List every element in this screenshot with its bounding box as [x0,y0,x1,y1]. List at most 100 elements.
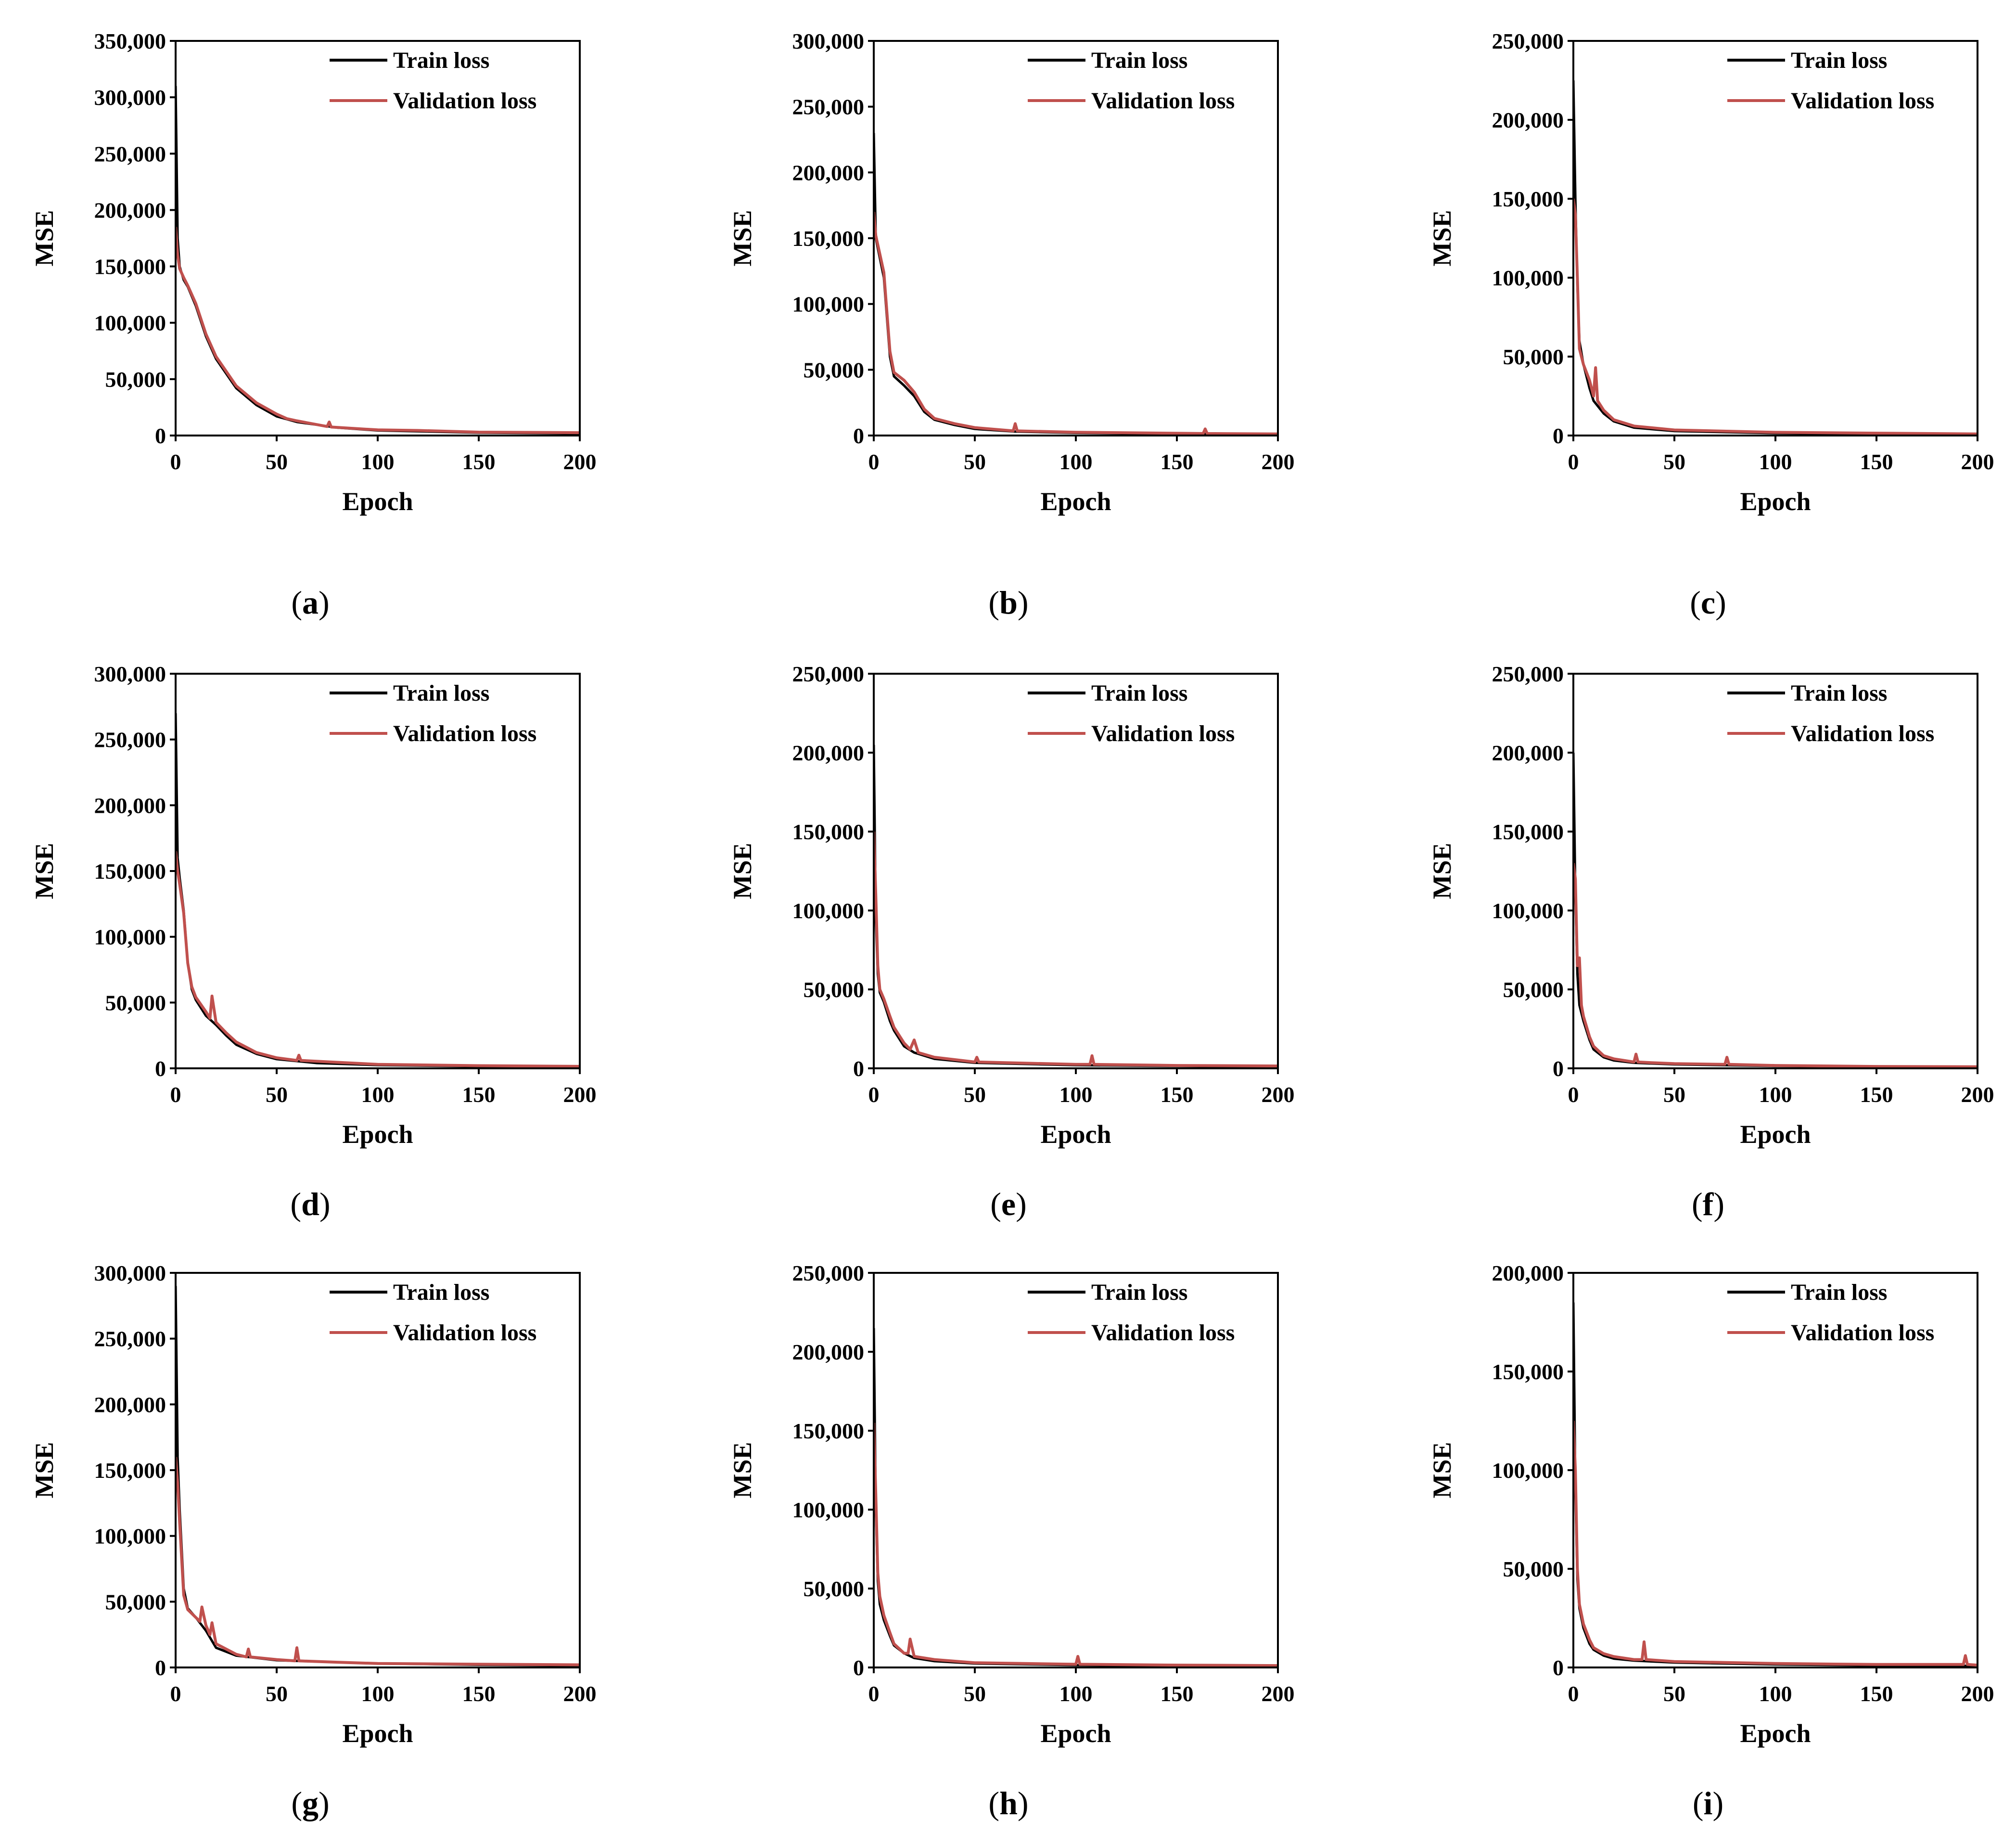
y-tick-label: 300,000 [94,85,166,110]
y-tick-label: 50,000 [804,1577,865,1601]
chart-panel-a: 0 50,000 100,000 150,000 200,000 250,000 300,0… [30,29,597,621]
train-loss-line [1573,80,1978,436]
series-group [874,1328,1278,1667]
validation-loss-line [1573,1421,1978,1667]
x-tick-label: 0 [170,1681,181,1706]
y-tick-label: 250,000 [94,1327,166,1351]
y-tick-label: 100,000 [94,311,166,335]
panel-caption-letter: c [1701,584,1715,621]
panel-caption: (e) [990,1186,1027,1222]
y-tick-label: 100,000 [1492,1458,1564,1483]
x-tick-label: 100 [361,1681,395,1706]
chart-panel-h: 0 50,000 100,000 150,000 200,000 250,000 0 50 10… [728,1261,1295,1821]
y-tick-label: 250,000 [94,141,166,166]
y-tick-label: 50,000 [105,1590,166,1614]
y-tick-label: 50,000 [1503,1557,1564,1581]
y-tick-label: 200,000 [792,741,865,765]
y-tick-label: 50,000 [105,990,166,1015]
train-loss-line [1573,752,1978,1068]
panel-caption: (a) [291,584,329,621]
train-loss-line [874,744,1278,1068]
y-tick-label: 50,000 [804,977,865,1002]
series-group [176,86,580,435]
panel-caption-letter: b [999,584,1018,621]
legend-validation-label: Validation loss [1791,88,1934,114]
y-tick-label: 50,000 [1503,977,1564,1002]
y-tick-label: 0 [853,1655,864,1680]
x-tick-label: 100 [1759,1082,1792,1107]
y-axis-label: MSE [30,843,59,899]
legend: Train loss Validation loss [1028,1280,1235,1346]
x-tick-label: 50 [266,1082,288,1107]
y-tick-label: 150,000 [94,255,166,279]
x-tick-label: 200 [1961,1082,1994,1107]
panel-caption-letter: g [302,1785,319,1821]
legend-validation-label: Validation loss [393,88,536,114]
legend-validation-label: Validation loss [1091,88,1235,114]
legend-validation-label: Validation loss [1791,721,1934,746]
legend-train-label: Train loss [1791,48,1887,73]
x-tick-label: 150 [1161,1681,1194,1706]
validation-loss-line [176,1457,580,1667]
x-axis-label: Epoch [1040,487,1111,516]
y-axis-label: MSE [728,1442,757,1498]
panel-caption-letter: f [1703,1186,1714,1222]
x-tick-label: 100 [1759,1681,1792,1706]
y-tick-label: 50,000 [1503,345,1564,369]
train-loss-line [1573,1302,1978,1667]
x-tick-label: 50 [964,449,986,474]
validation-loss-line [1573,863,1978,1068]
x-axis-label: Epoch [1040,1719,1111,1748]
y-axis-label: MSE [30,210,59,266]
y-tick-label: 350,000 [94,29,166,53]
x-tick-label: 150 [462,1082,496,1107]
y-tick-label: 0 [853,1056,864,1081]
x-tick-label: 100 [1059,1681,1093,1706]
legend: Train loss Validation loss [1727,1280,1934,1346]
legend-validation-label: Validation loss [1791,1320,1934,1346]
x-tick-label: 50 [964,1681,986,1706]
y-tick-label: 300,000 [94,662,166,686]
chart-panel-c: 0 50,000 100,000 150,000 200,000 250,000 0 50 10… [1428,29,1994,621]
validation-loss-line [176,227,580,435]
legend: Train loss Validation loss [330,1280,536,1346]
x-tick-label: 200 [563,1681,597,1706]
x-tick-label: 0 [868,1681,880,1706]
x-tick-label: 200 [1262,1681,1295,1706]
y-tick-label: 200,000 [792,1340,865,1364]
x-tick-label: 50 [1663,1082,1685,1107]
y-tick-label: 250,000 [792,1261,865,1285]
y-axis-label: MSE [1428,1442,1456,1498]
panel-caption: (i) [1693,1785,1723,1821]
x-tick-label: 50 [266,449,288,474]
y-tick-label: 150,000 [792,1419,865,1443]
series-group [1573,1302,1978,1667]
y-tick-label: 100,000 [1492,898,1564,923]
y-tick-label: 100,000 [792,898,865,923]
legend: Train loss Validation loss [1727,48,1934,114]
y-tick-label: 0 [155,423,166,448]
legend-validation-label: Validation loss [393,721,536,746]
y-tick-label: 0 [155,1655,166,1680]
y-tick-label: 250,000 [1492,29,1564,53]
chart-panel-d: 0 50,000 100,000 150,000 200,000 250,000 300,0… [30,662,597,1222]
x-tick-label: 150 [1860,1681,1893,1706]
y-tick-label: 250,000 [792,662,865,686]
y-tick-label: 150,000 [792,820,865,844]
legend-train-label: Train loss [1091,680,1187,706]
x-tick-label: 150 [1860,1082,1893,1107]
y-tick-label: 100,000 [94,925,166,949]
x-tick-label: 150 [462,449,496,474]
x-tick-label: 200 [563,449,597,474]
chart-panel-i: 0 50,000 100,000 150,000 200,000 0 50 100 150 200… [1428,1261,1994,1821]
chart-panel-f: 0 50,000 100,000 150,000 200,000 250,000 0 50 10… [1428,662,1994,1222]
panel-caption-letter: a [302,584,319,621]
chart-panel-e: 0 50,000 100,000 150,000 200,000 250,000 0 50 10… [728,662,1295,1222]
panel-caption-letter: d [301,1186,319,1222]
x-tick-label: 200 [563,1082,597,1107]
panel-caption-letter: e [1001,1186,1016,1222]
y-tick-label: 250,000 [792,95,865,119]
y-tick-label: 200,000 [94,198,166,222]
y-axis-label: MSE [30,1442,59,1498]
y-tick-label: 250,000 [1492,662,1564,686]
